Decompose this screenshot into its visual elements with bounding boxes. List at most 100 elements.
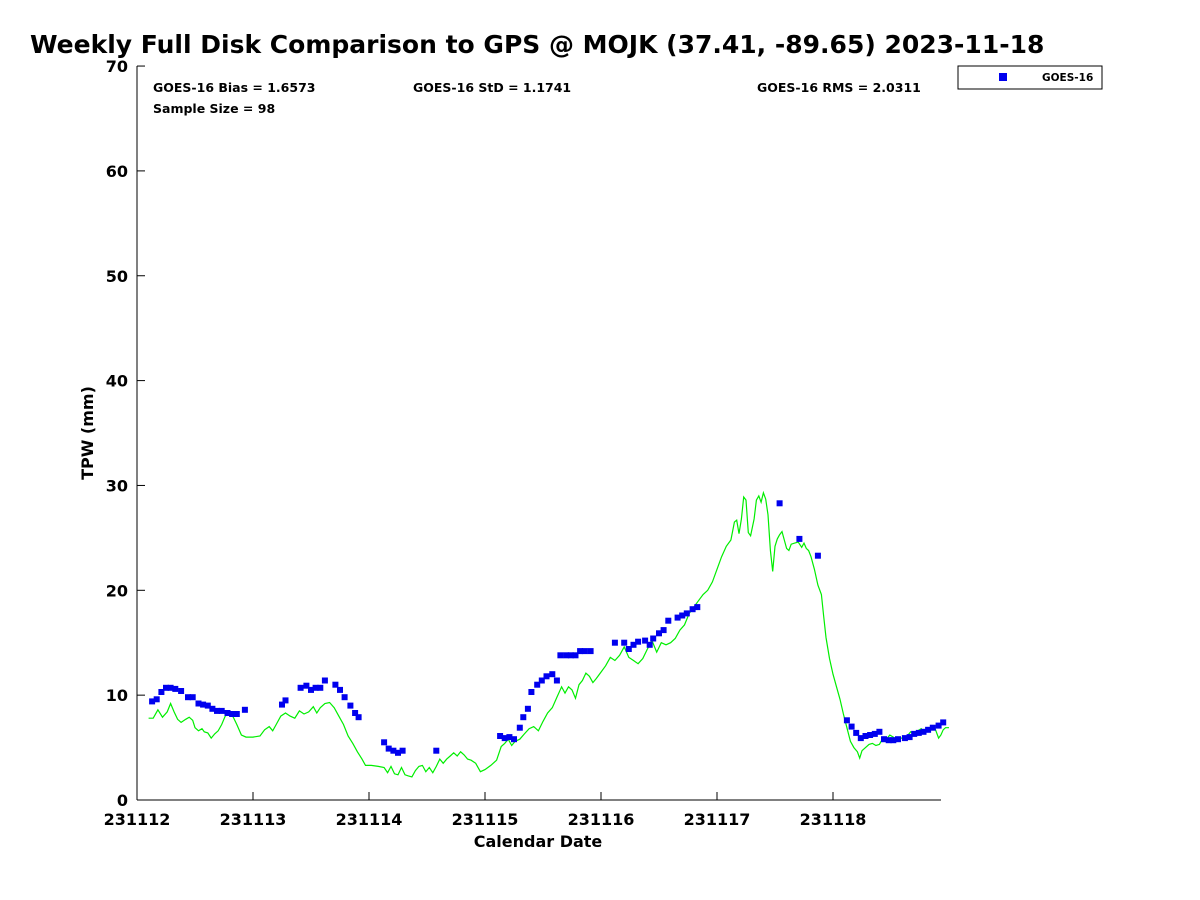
data-point-goes16 [332, 681, 339, 688]
data-point-goes16 [776, 500, 783, 507]
data-point-goes16 [163, 684, 169, 691]
data-point-goes16 [563, 652, 570, 659]
data-point-goes16 [621, 639, 628, 646]
x-tick-label: 231117 [684, 810, 751, 829]
x-tick-label: 231112 [104, 810, 171, 829]
data-point-goes16 [511, 736, 517, 743]
stat-std: GOES-16 StD = 1.1741 [413, 80, 571, 95]
data-point-goes16 [867, 732, 874, 738]
data-point-goes16 [153, 696, 160, 703]
y-axis-label: TPW (mm) [78, 386, 97, 480]
data-point-goes16 [189, 694, 196, 701]
data-point-goes16 [557, 652, 564, 659]
data-point-goes16 [876, 728, 883, 735]
data-point-goes16 [200, 701, 207, 708]
data-point-goes16 [935, 722, 942, 729]
data-point-goes16 [303, 682, 310, 689]
y-tick-label: 60 [106, 162, 128, 181]
data-point-goes16 [321, 677, 328, 684]
data-point-goes16 [347, 702, 354, 709]
data-point-goes16 [167, 684, 174, 691]
series-line-gps [148, 490, 949, 778]
data-point-goes16 [625, 646, 632, 652]
data-point-goes16 [656, 630, 662, 637]
y-tick-label: 70 [106, 57, 128, 76]
data-point-goes16 [635, 638, 642, 645]
data-point-goes16 [911, 730, 918, 737]
data-point-goes16 [497, 733, 504, 739]
data-point-goes16 [853, 729, 860, 736]
data-point-goes16 [940, 719, 947, 726]
y-tick-label: 50 [106, 267, 128, 286]
data-point-goes16 [204, 702, 211, 709]
data-point-goes16 [209, 705, 216, 712]
data-point-goes16 [929, 724, 936, 731]
data-point-goes16 [178, 688, 185, 694]
stat-rms: GOES-16 RMS = 2.0311 [757, 80, 921, 95]
data-point-goes16 [172, 685, 179, 692]
data-point-goes16 [694, 604, 701, 611]
legend-box [957, 65, 1103, 90]
data-point-goes16 [660, 627, 667, 634]
data-point-goes16 [279, 701, 285, 708]
data-point-goes16 [308, 686, 314, 693]
data-point-goes16 [385, 745, 392, 752]
x-axis-label: Calendar Date [474, 832, 603, 851]
data-point-goes16 [185, 694, 191, 701]
data-point-goes16 [524, 705, 531, 712]
data-point-goes16 [674, 614, 681, 621]
data-point-goes16 [501, 735, 508, 742]
data-point-goes16 [630, 641, 637, 648]
data-point-goes16 [390, 747, 397, 754]
data-point-goes16 [650, 635, 657, 642]
data-point-goes16 [665, 617, 672, 624]
data-point-goes16 [520, 714, 527, 721]
data-point-goes16 [549, 671, 556, 678]
data-point-goes16 [843, 717, 850, 724]
data-point-goes16 [611, 639, 618, 646]
data-point-goes16 [683, 610, 690, 617]
data-point-goes16 [337, 686, 343, 693]
data-point-goes16 [282, 697, 289, 704]
x-tick-label: 231116 [568, 810, 635, 829]
data-point-goes16 [890, 737, 897, 744]
axis-ticks: 0 10 20 30 40 50 60 70 231112 231113 231114 231115 2… [104, 57, 867, 829]
data-point-goes16 [581, 648, 588, 655]
x-tick-label: 231115 [452, 810, 519, 829]
data-point-goes16 [341, 694, 348, 701]
data-point-goes16 [241, 706, 248, 713]
data-point-goes16 [915, 729, 922, 736]
data-point-goes16 [312, 684, 319, 691]
data-point-goes16 [577, 648, 584, 655]
legend: GOES-16 [957, 65, 1103, 90]
legend-label-goes16: GOES-16 [1042, 72, 1093, 84]
data-point-goes16 [679, 612, 686, 619]
legend-marker-square [999, 73, 1007, 81]
data-point-goes16 [553, 677, 560, 684]
data-point-goes16 [352, 710, 359, 716]
data-point-goes16 [516, 724, 523, 731]
data-point-goes16 [895, 736, 901, 743]
data-point-goes16 [885, 737, 892, 744]
data-point-goes16 [506, 734, 513, 741]
data-point-goes16 [355, 714, 362, 721]
x-tick-label: 231113 [220, 810, 287, 829]
data-point-goes16 [224, 710, 231, 716]
data-point-goes16 [848, 723, 855, 730]
data-point-goes16 [317, 684, 324, 691]
data-point-goes16 [214, 707, 220, 714]
data-point-goes16 [433, 747, 440, 754]
data-point-goes16 [796, 535, 803, 542]
x-tick-label: 231114 [336, 810, 403, 829]
y-tick-label: 30 [106, 476, 128, 495]
data-point-goes16 [399, 747, 406, 754]
data-point-goes16 [881, 736, 887, 743]
data-point-goes16 [814, 552, 821, 559]
data-point-goes16 [901, 735, 908, 742]
data-point-goes16 [646, 641, 653, 648]
stat-bias: GOES-16 Bias = 1.6573 [153, 80, 315, 95]
data-point-goes16 [381, 739, 388, 746]
x-tick-label: 231118 [800, 810, 867, 829]
data-point-goes16 [925, 726, 932, 733]
plot-area [148, 490, 949, 778]
